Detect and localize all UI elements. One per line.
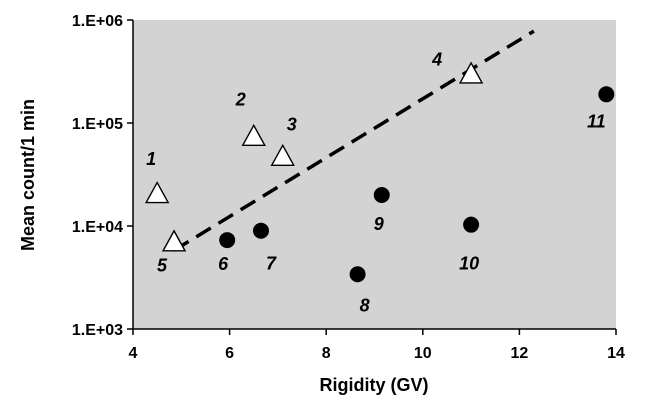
- point-label: 1: [146, 149, 156, 169]
- x-axis-title: Rigidity (GV): [320, 375, 429, 395]
- x-tick-label: 14: [607, 345, 625, 362]
- y-tick-label: 1.E+06: [72, 13, 123, 30]
- x-tick-label: 8: [322, 345, 331, 362]
- point-label: 3: [287, 115, 297, 135]
- circle-marker: [219, 232, 236, 249]
- point-label: 8: [360, 295, 370, 315]
- y-tick-label: 1.E+05: [72, 116, 123, 133]
- circle-marker: [349, 266, 366, 283]
- point-label: 9: [374, 214, 384, 234]
- triangle-marker: [144, 181, 170, 204]
- circle-marker: [463, 216, 480, 233]
- point-label-layer: 1 2 3 4 5 6 7 8 9 10 11: [146, 49, 606, 315]
- point-label: 5: [157, 255, 168, 275]
- circle-marker: [373, 186, 390, 203]
- plot-area: [133, 20, 616, 329]
- y-axis-title: Mean count/1 min: [18, 99, 38, 251]
- point-label: 6: [218, 254, 229, 274]
- y-tick-label: 1.E+03: [72, 322, 123, 339]
- triangle-marker: [161, 229, 187, 252]
- circle-marker: [598, 86, 615, 103]
- x-tick-label: 12: [511, 345, 529, 362]
- point-label: 2: [235, 90, 246, 110]
- triangle-marker: [241, 123, 266, 146]
- y-ticks: 1.E+03 1.E+04 1.E+05 1.E+06: [72, 13, 133, 339]
- x-tick-label: 10: [414, 345, 432, 362]
- x-tick-label: 6: [225, 345, 234, 362]
- triangle-marker: [270, 143, 295, 167]
- triangle-marker: [458, 61, 484, 84]
- point-label: 7: [266, 254, 277, 274]
- marker-layer: [144, 61, 615, 283]
- y-tick-label: 1.E+04: [72, 219, 123, 236]
- point-label: 11: [587, 111, 606, 131]
- point-label: 4: [431, 49, 442, 69]
- circle-marker: [252, 222, 269, 239]
- point-label: 10: [459, 254, 479, 274]
- x-ticks: 4 6 8 10 12 14: [129, 329, 625, 362]
- x-tick-label: 4: [129, 345, 138, 362]
